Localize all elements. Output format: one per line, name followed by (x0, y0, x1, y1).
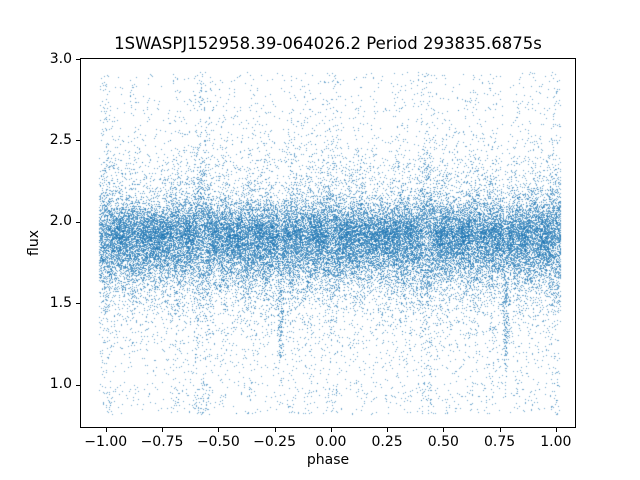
y-tick-mark (76, 59, 80, 60)
x-tick-label: −0.75 (140, 434, 184, 450)
x-tick-label: 0.25 (371, 434, 403, 450)
y-tick-mark (76, 385, 80, 386)
y-tick-mark (76, 140, 80, 141)
chart-title: 1SWASPJ152958.39-064026.2 Period 293835.… (114, 34, 542, 53)
y-tick-mark (76, 303, 80, 304)
x-tick-mark (275, 428, 276, 432)
x-tick-label: −1.00 (84, 434, 128, 450)
plot-area (80, 58, 576, 428)
x-tick-mark (443, 428, 444, 432)
x-tick-mark (162, 428, 163, 432)
x-tick-label: 0.00 (315, 434, 347, 450)
x-tick-mark (556, 428, 557, 432)
x-tick-mark (500, 428, 501, 432)
y-tick-label: 1.0 (49, 376, 72, 393)
y-tick-label: 2.5 (49, 131, 72, 148)
y-tick-mark (76, 222, 80, 223)
x-axis-label: phase (306, 452, 350, 468)
x-tick-mark (387, 428, 388, 432)
y-tick-label: 3.0 (49, 50, 72, 67)
x-tick-label: −0.25 (253, 434, 296, 450)
y-axis-label: flux (26, 230, 42, 256)
scatter-points-canvas (81, 59, 575, 427)
x-tick-label: −0.50 (196, 434, 240, 450)
x-tick-label: 0.50 (427, 434, 459, 450)
y-tick-label: 1.5 (49, 294, 72, 311)
x-tick-mark (331, 428, 332, 432)
x-tick-label: 0.75 (484, 434, 516, 450)
x-tick-mark (106, 428, 107, 432)
x-tick-label: 1.00 (540, 434, 572, 450)
x-tick-mark (218, 428, 219, 432)
y-tick-label: 2.0 (49, 213, 72, 230)
